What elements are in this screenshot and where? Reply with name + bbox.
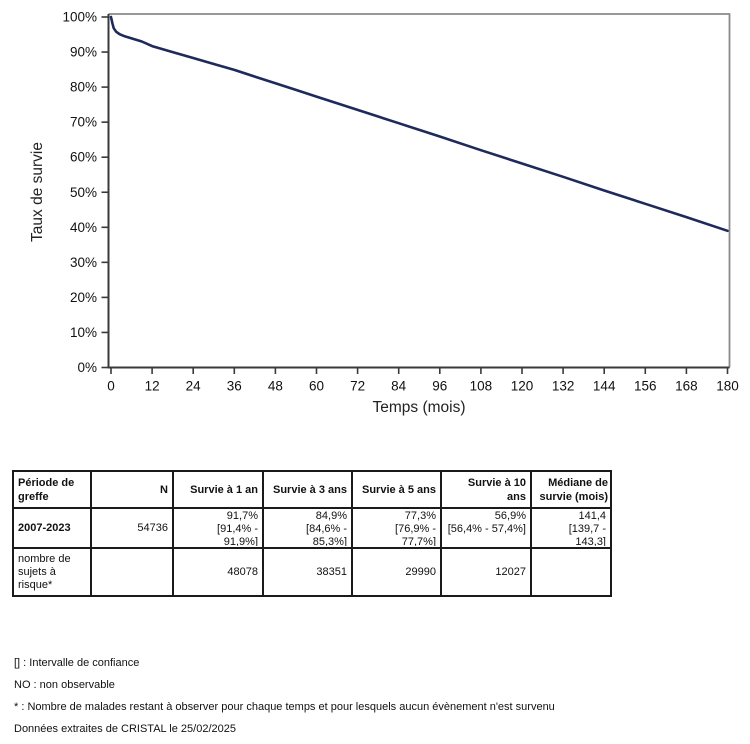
x-tick-label: 84: [391, 379, 407, 394]
cell-survival-3yr: 84,9% [84,6% - 85,3%]: [262, 507, 353, 549]
y-tick-label: 50%: [70, 185, 97, 200]
col-header-n-label: N: [160, 483, 168, 496]
x-tick-label: 48: [268, 379, 283, 394]
x-tick-label: 120: [511, 379, 534, 394]
cell-at-risk-5yr: 29990: [351, 547, 442, 597]
cell-period: 2007-2023: [12, 507, 92, 549]
footnote-non-observable: NO : non observable: [14, 679, 115, 691]
survival-curve: [109, 15, 729, 233]
cell-median-survival: 141,4 [139,7 - 143,3]: [530, 507, 612, 549]
y-tick-label: 100%: [62, 10, 97, 25]
cell-survival-10yr: 56,9% [56,4% - 57,4%]: [440, 507, 532, 549]
x-tick-label: 0: [107, 379, 115, 394]
col-header-survie-3ans: Survie à 3 ans: [262, 470, 353, 509]
cell-at-risk-10yr: 12027: [440, 547, 532, 597]
footnotes: [] : Intervalle de confiance NO : non ob…: [14, 656, 555, 744]
x-tick-label: 156: [634, 379, 657, 394]
cell-median-survival-value: 141,4 [139,7 - 143,3]: [568, 510, 606, 546]
col-header-survie-1an: Survie à 1 an: [172, 470, 264, 509]
y-tick-label: 0%: [77, 360, 97, 375]
cell-n: 54736: [90, 507, 174, 549]
x-tick-label: 180: [716, 379, 739, 394]
x-tick-label: 108: [470, 379, 493, 394]
y-tick-label: 80%: [70, 80, 97, 95]
col-header-survie-5ans-label: Survie à 5 ans: [362, 483, 436, 496]
col-header-survie-3ans-label: Survie à 3 ans: [273, 483, 347, 496]
col-header-survie-1an-label: Survie à 1 an: [190, 483, 258, 496]
cell-at-risk-1yr: 48078: [172, 547, 264, 597]
x-tick-label: 36: [227, 379, 242, 394]
cell-survival-3yr-value: 84,9% [84,6% - 85,3%]: [306, 510, 347, 546]
cell-at-risk-label: nombre de sujets à risque*: [12, 547, 92, 597]
col-header-periode-label: Période de greffe: [18, 476, 75, 503]
col-header-survie-10ans: Survie à 10 ans: [440, 470, 532, 509]
y-tick-label: 30%: [70, 255, 97, 270]
x-tick-label: 12: [145, 379, 160, 394]
cell-survival-1yr: 91,7% [91,4% - 91,9%]: [172, 507, 264, 549]
col-header-survie-10ans-label: Survie à 10 ans: [467, 476, 526, 503]
y-tick-label: 40%: [70, 220, 97, 235]
y-tick-label: 60%: [70, 150, 97, 165]
table-header-row: Période de greffe N Survie à 1 an Survie…: [12, 470, 612, 509]
col-header-mediane: Médiane de survie (mois): [530, 470, 612, 509]
y-tick-label: 90%: [70, 45, 97, 60]
x-tick-label: 96: [432, 379, 447, 394]
cell-survival-10yr-value: 56,9% [56,4% - 57,4%]: [447, 510, 526, 535]
footnote-at-risk-definition: * : Nombre de malades restant à observer…: [14, 701, 555, 713]
col-header-periode: Période de greffe: [12, 470, 92, 509]
y-tick-label: 70%: [70, 115, 97, 130]
y-tick-label: 10%: [70, 325, 97, 340]
col-header-n: N: [90, 470, 174, 509]
footnote-confidence-interval: [] : Intervalle de confiance: [14, 657, 140, 669]
survival-chart: 0% 10% 20% 30% 40% 50% 60% 70% 80% 90% 100% 0 12 24 36…: [29, 10, 739, 417]
cell-at-risk-n: [90, 547, 174, 597]
table-row-survival: 2007-2023 54736 91,7% [91,4% - 91,9%] 84…: [12, 507, 612, 549]
cell-survival-1yr-value: 91,7% [91,4% - 91,9%]: [217, 510, 258, 546]
survival-table: Période de greffe N Survie à 1 an Survie…: [12, 470, 612, 597]
y-axis-title: Taux de survie: [29, 142, 46, 242]
footnote-data-source: Données extraites de CRISTAL le 25/02/20…: [14, 723, 236, 735]
x-tick-label: 60: [309, 379, 324, 394]
plot-frame: [108, 13, 731, 368]
x-tick-label: 72: [350, 379, 365, 394]
cell-at-risk-3yr: 38351: [262, 547, 353, 597]
y-tick-label: 20%: [70, 290, 97, 305]
col-header-mediane-label: Médiane de survie (mois): [539, 476, 608, 503]
table-row-at-risk: nombre de sujets à risque* 48078 38351 2…: [12, 547, 612, 597]
col-header-survie-5ans: Survie à 5 ans: [351, 470, 442, 509]
x-axis-title: Temps (mois): [372, 399, 466, 416]
cell-at-risk-median: [530, 547, 612, 597]
survival-chart-canvas: 0% 10% 20% 30% 40% 50% 60% 70% 80% 90% 100% 0 12 24 36…: [62, 10, 739, 394]
x-tick-label: 168: [675, 379, 698, 394]
x-tick-label: 144: [593, 379, 616, 394]
cell-survival-5yr: 77,3% [76,9% - 77,7%]: [351, 507, 442, 549]
x-tick-label: 24: [186, 379, 202, 394]
cell-survival-5yr-value: 77,3% [76,9% - 77,7%]: [395, 510, 436, 546]
x-tick-label: 132: [552, 379, 575, 394]
